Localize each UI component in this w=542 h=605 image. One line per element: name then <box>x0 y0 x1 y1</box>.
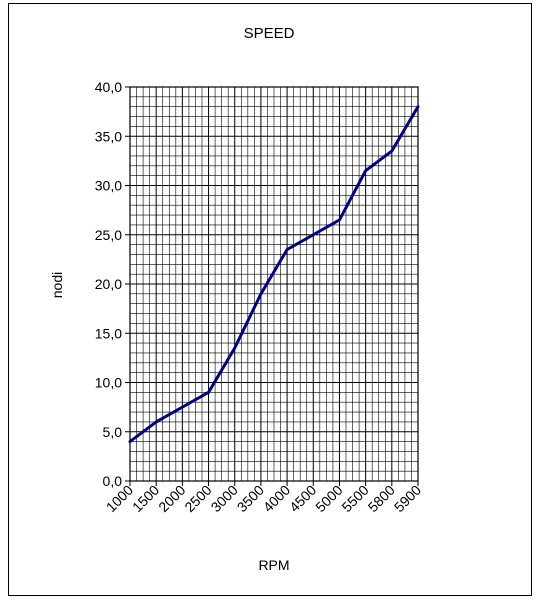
y-tick-label: 10,0 <box>95 375 122 391</box>
x-tick-label: 5500 <box>338 482 371 515</box>
x-tick-label: 3500 <box>234 482 267 515</box>
y-tick-label: 15,0 <box>95 325 122 341</box>
y-axis-label: nodi <box>49 272 65 298</box>
x-tick-label: 5900 <box>391 482 424 515</box>
series-layer <box>128 105 420 444</box>
x-tick-label: 3000 <box>208 482 241 515</box>
y-tick-label: 40,0 <box>95 79 122 95</box>
chart-title: SPEED <box>244 25 295 42</box>
y-tick-label: 20,0 <box>95 276 122 292</box>
y-tick-label: 25,0 <box>95 227 122 243</box>
x-axis-label: RPM <box>258 557 289 573</box>
y-tick-label: 0,0 <box>103 473 123 489</box>
y-tick-label: 5,0 <box>103 424 123 440</box>
series-line <box>128 105 420 444</box>
x-tick-label: 5000 <box>312 482 345 515</box>
x-tick-label: 1500 <box>129 482 162 515</box>
x-tick-label: 2500 <box>181 482 214 515</box>
y-tick-label: 35,0 <box>95 128 122 144</box>
x-tick-label: 5800 <box>365 482 398 515</box>
grid <box>129 86 419 482</box>
x-tick-label: 4500 <box>286 482 319 515</box>
x-tick-label: 2000 <box>155 482 188 515</box>
y-tick-label: 30,0 <box>95 178 122 194</box>
axes <box>125 86 419 486</box>
x-tick-label: 4000 <box>260 482 293 515</box>
chart-frame <box>8 3 532 596</box>
